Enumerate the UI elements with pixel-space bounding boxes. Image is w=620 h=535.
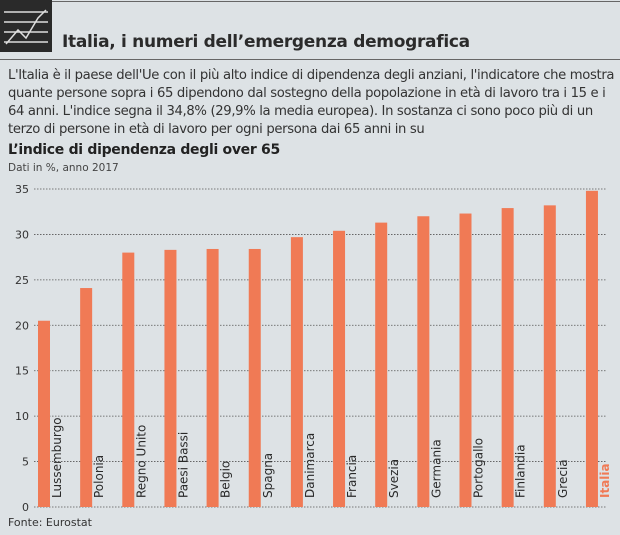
bar <box>375 222 388 508</box>
x-category-label: Italia <box>598 463 612 498</box>
x-category-label: Paesi Bassi <box>176 432 190 498</box>
bar <box>501 208 514 507</box>
bar <box>80 288 93 507</box>
bar <box>164 249 177 508</box>
bar <box>543 205 556 507</box>
chart-logo-icon <box>0 0 52 52</box>
bar <box>333 230 346 507</box>
x-category-label: Germania <box>429 439 443 498</box>
bar <box>459 213 472 507</box>
header-rule <box>0 59 620 60</box>
top-rule <box>52 1 620 2</box>
bar <box>248 248 261 508</box>
y-tick-label: 30 <box>15 228 29 241</box>
bar <box>38 320 50 507</box>
y-tick-label: 5 <box>22 456 29 469</box>
source-note: Fonte: Eurostat <box>8 516 92 529</box>
x-category-label: Svezia <box>387 459 401 498</box>
bar <box>585 190 598 507</box>
x-category-label: Regno Unito <box>134 425 148 498</box>
y-tick-label: 25 <box>15 274 29 287</box>
y-tick-label: 20 <box>15 319 29 332</box>
x-category-label: Polonia <box>92 455 106 498</box>
y-tick-label: 35 <box>15 183 29 196</box>
chart-subtitle: Dati in %, anno 2017 <box>8 162 119 174</box>
x-category-label: Lussemburgo <box>50 417 64 498</box>
x-category-label: Finlandia <box>514 444 528 498</box>
x-category-label: Grecia <box>556 459 570 498</box>
y-tick-label: 0 <box>22 501 29 514</box>
y-tick-label: 10 <box>15 410 29 423</box>
bar <box>122 252 135 507</box>
intro-text: L'Italia è il paese dell'Ue con il più a… <box>8 68 615 137</box>
bar <box>290 237 303 507</box>
x-category-label: Danimarca <box>303 433 317 498</box>
chart-title: L’indice di dipendenza degli over 65 <box>8 142 280 158</box>
x-category-label: Francia <box>345 455 359 498</box>
x-category-label: Spagna <box>261 453 275 498</box>
page-title: Italia, i numeri dell’emergenza demograf… <box>62 32 470 52</box>
bar <box>417 216 430 507</box>
x-category-label: Portogallo <box>472 438 486 498</box>
x-category-label: Belgio <box>219 461 233 498</box>
y-tick-label: 15 <box>15 365 29 378</box>
bar <box>206 248 219 508</box>
